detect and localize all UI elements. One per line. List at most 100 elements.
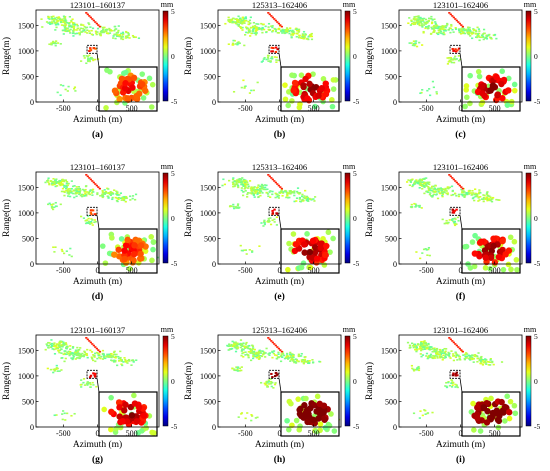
data-point [426, 89, 429, 92]
data-point [290, 358, 293, 361]
data-point [85, 353, 88, 355]
data-point [118, 34, 122, 36]
data-point [88, 193, 92, 196]
data-point [51, 208, 55, 211]
data-point [291, 357, 294, 360]
data-point [53, 368, 57, 370]
y-tick-label: 1000 [381, 47, 397, 56]
inset-point [325, 229, 332, 236]
data-point [66, 412, 69, 415]
data-point [434, 355, 437, 357]
data-point [422, 24, 426, 26]
data-point [242, 342, 245, 345]
inset-point [475, 68, 482, 75]
data-point [408, 344, 412, 347]
data-point [419, 16, 422, 19]
data-point [101, 191, 105, 194]
inset-point [505, 75, 512, 82]
data-point [77, 32, 81, 34]
data-point [276, 195, 279, 198]
y-tick-label: 0 [212, 423, 216, 432]
data-point [102, 355, 106, 357]
data-point [234, 342, 238, 345]
data-point [296, 29, 299, 32]
data-point [235, 345, 238, 347]
data-point [448, 355, 451, 358]
data-point [124, 37, 127, 39]
data-point [75, 29, 78, 31]
inset-point [124, 95, 132, 102]
data-point [238, 42, 241, 45]
data-point [80, 386, 83, 388]
data-point [240, 189, 243, 192]
data-point [423, 346, 426, 349]
data-point [282, 191, 285, 193]
data-point [302, 362, 305, 365]
data-point [66, 189, 69, 192]
inset-point [506, 409, 513, 416]
data-point [491, 360, 494, 363]
data-point [70, 190, 73, 193]
data-point [252, 194, 255, 196]
data-point [478, 30, 481, 32]
data-point [424, 183, 427, 186]
data-point [99, 30, 102, 33]
data-point [435, 91, 438, 93]
data-point [491, 361, 494, 364]
inset-point [121, 255, 128, 263]
data-point [269, 223, 273, 226]
data-point [413, 343, 417, 346]
data-point [63, 350, 66, 352]
data-point [86, 29, 89, 32]
data-point [311, 358, 314, 361]
data-point [307, 362, 310, 365]
data-point [286, 194, 289, 197]
data-point [54, 246, 57, 248]
data-point [444, 28, 447, 31]
data-point [475, 33, 478, 35]
data-point [250, 190, 253, 192]
data-point [126, 359, 129, 362]
data-point [428, 193, 432, 196]
y-tick-label: 1000 [381, 372, 397, 381]
data-point [264, 188, 267, 191]
data-point [276, 346, 279, 348]
data-point [247, 345, 250, 347]
data-point [273, 343, 276, 345]
data-point [236, 180, 239, 183]
y-tick-label: 500 [22, 397, 34, 406]
data-point [418, 21, 422, 24]
data-point [477, 192, 480, 195]
data-point [474, 188, 477, 191]
data-point [451, 386, 454, 388]
subsidence-point [94, 47, 97, 50]
data-point [50, 204, 54, 206]
data-point [50, 16, 53, 19]
panel-label: (c) [455, 129, 466, 140]
data-point [273, 18, 276, 20]
data-point [416, 349, 419, 351]
data-point [318, 360, 321, 363]
inset-point [148, 104, 155, 110]
data-point [298, 192, 302, 194]
data-point [116, 197, 119, 200]
inset-point [482, 254, 489, 261]
data-point [103, 26, 106, 29]
data-point [448, 56, 451, 59]
data-point [423, 340, 426, 342]
data-point [422, 30, 425, 33]
inset-point [119, 418, 126, 425]
data-point [94, 360, 97, 363]
data-point [449, 13, 452, 16]
data-point [65, 28, 68, 31]
data-point [463, 32, 466, 35]
data-point [88, 59, 91, 62]
data-point [480, 355, 483, 358]
data-point [91, 188, 95, 191]
data-point [480, 358, 483, 361]
data-point [290, 34, 293, 36]
data-point [249, 359, 253, 362]
panel-label: (g) [92, 454, 103, 465]
y-tick-label: 1500 [200, 346, 216, 355]
data-point [304, 197, 307, 200]
